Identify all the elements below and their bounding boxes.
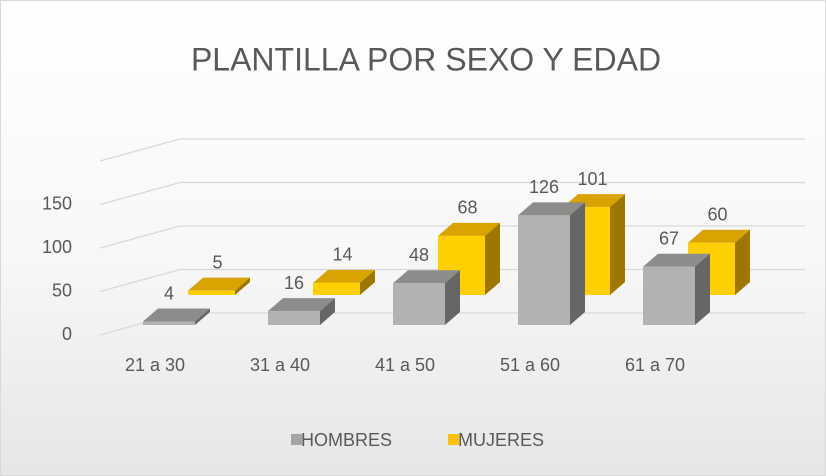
data-label: 4 xyxy=(164,283,174,303)
grid-line xyxy=(99,181,181,206)
bar-side xyxy=(485,222,500,295)
data-label: 16 xyxy=(284,273,304,293)
grid-line xyxy=(99,225,181,249)
x-tick-label: 21 a 30 xyxy=(125,355,185,375)
bar-side xyxy=(695,253,710,325)
data-label: 60 xyxy=(707,205,727,225)
bar-top xyxy=(643,253,710,267)
bar-side xyxy=(445,270,460,325)
bar-side xyxy=(360,269,375,295)
y-tick-label: 150 xyxy=(42,193,72,213)
bar xyxy=(643,266,695,325)
bar-side xyxy=(320,298,335,325)
bar xyxy=(313,282,360,295)
bar xyxy=(518,215,570,325)
grid-line xyxy=(99,138,181,162)
x-tick-label: 41 a 50 xyxy=(375,355,435,375)
bar-top xyxy=(313,269,375,283)
x-tick-label: 31 a 40 xyxy=(250,355,310,375)
bar-top xyxy=(518,202,585,216)
y-tick-label: 100 xyxy=(42,237,72,257)
data-label: 126 xyxy=(529,177,559,197)
bar-top xyxy=(688,229,750,243)
legend-label: HOMBRES xyxy=(301,430,392,450)
grid-line xyxy=(99,268,181,293)
data-label: 101 xyxy=(577,169,607,189)
data-label: 67 xyxy=(659,228,679,248)
bar-top xyxy=(268,298,335,312)
x-tick-label: 51 a 60 xyxy=(500,355,560,375)
bar-side xyxy=(235,277,250,295)
bar-top xyxy=(438,222,500,236)
chart-title: PLANTILLA POR SEXO Y EDAD xyxy=(191,41,661,77)
bar-top xyxy=(393,270,460,284)
data-label: 68 xyxy=(457,198,477,218)
bar xyxy=(268,311,320,325)
bar xyxy=(143,321,195,325)
bar-top xyxy=(188,277,250,291)
legend-swatch xyxy=(448,434,459,445)
bar xyxy=(393,283,445,325)
bar-top xyxy=(143,308,210,322)
bar-side xyxy=(610,194,625,295)
x-tick-label: 61 a 70 xyxy=(625,355,685,375)
bar-side xyxy=(195,308,210,325)
bar-side xyxy=(735,229,750,295)
legend-swatch xyxy=(291,434,302,445)
y-tick-label: 50 xyxy=(52,280,72,300)
y-tick-label: 0 xyxy=(62,324,72,344)
legend-label: MUJERES xyxy=(458,430,544,450)
data-label: 14 xyxy=(332,245,352,265)
bar xyxy=(188,290,235,295)
data-label: 5 xyxy=(212,252,222,272)
bar-side xyxy=(570,202,585,325)
data-label: 48 xyxy=(409,245,429,265)
